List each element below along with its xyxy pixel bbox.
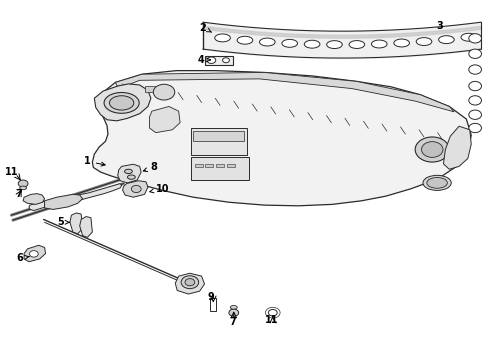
Circle shape bbox=[29, 251, 38, 257]
Circle shape bbox=[468, 65, 481, 74]
Polygon shape bbox=[24, 245, 45, 262]
Text: 5: 5 bbox=[57, 217, 69, 227]
Ellipse shape bbox=[109, 96, 134, 110]
Ellipse shape bbox=[393, 39, 408, 47]
Polygon shape bbox=[92, 71, 470, 206]
Text: 2: 2 bbox=[199, 23, 211, 33]
Bar bbox=[210, 298, 216, 311]
Text: 9: 9 bbox=[207, 292, 214, 302]
Text: 7: 7 bbox=[16, 189, 22, 199]
Circle shape bbox=[206, 57, 215, 63]
Bar bbox=[226, 164, 234, 167]
Circle shape bbox=[131, 185, 141, 193]
Ellipse shape bbox=[422, 175, 450, 190]
Text: 7: 7 bbox=[228, 317, 235, 327]
Ellipse shape bbox=[426, 177, 447, 188]
Circle shape bbox=[468, 123, 481, 133]
Text: 6: 6 bbox=[17, 253, 29, 263]
Circle shape bbox=[468, 81, 481, 91]
Bar bbox=[193, 131, 244, 140]
Bar bbox=[204, 55, 232, 65]
Text: 4: 4 bbox=[197, 55, 210, 65]
Bar bbox=[216, 164, 224, 167]
Ellipse shape bbox=[304, 40, 319, 48]
Circle shape bbox=[181, 276, 198, 289]
Polygon shape bbox=[443, 126, 470, 169]
Circle shape bbox=[184, 279, 194, 286]
Circle shape bbox=[414, 137, 448, 162]
Bar bbox=[190, 128, 246, 155]
Ellipse shape bbox=[104, 93, 139, 113]
Polygon shape bbox=[94, 84, 151, 121]
Ellipse shape bbox=[438, 36, 453, 44]
Circle shape bbox=[228, 309, 238, 316]
Ellipse shape bbox=[237, 36, 252, 44]
Bar bbox=[190, 157, 249, 180]
Text: 11: 11 bbox=[264, 315, 278, 325]
Circle shape bbox=[468, 34, 481, 43]
Text: 8: 8 bbox=[143, 162, 158, 172]
Text: 11: 11 bbox=[5, 167, 18, 177]
Polygon shape bbox=[80, 217, 92, 237]
Ellipse shape bbox=[20, 186, 26, 190]
Circle shape bbox=[468, 49, 481, 58]
Polygon shape bbox=[70, 213, 82, 234]
Text: 1: 1 bbox=[84, 156, 105, 166]
Ellipse shape bbox=[415, 37, 431, 45]
Circle shape bbox=[18, 180, 28, 187]
Circle shape bbox=[468, 96, 481, 105]
Text: 3: 3 bbox=[435, 21, 442, 31]
Ellipse shape bbox=[460, 33, 476, 41]
Circle shape bbox=[468, 110, 481, 120]
Circle shape bbox=[421, 141, 442, 157]
Ellipse shape bbox=[259, 38, 275, 46]
Ellipse shape bbox=[124, 169, 132, 174]
Polygon shape bbox=[23, 194, 44, 204]
Bar bbox=[205, 164, 213, 167]
Polygon shape bbox=[149, 107, 180, 133]
Bar bbox=[194, 164, 202, 167]
Polygon shape bbox=[122, 181, 148, 197]
Ellipse shape bbox=[326, 41, 342, 49]
Polygon shape bbox=[29, 184, 122, 211]
Ellipse shape bbox=[222, 58, 229, 63]
Text: 10: 10 bbox=[149, 184, 169, 194]
Polygon shape bbox=[115, 72, 453, 112]
Circle shape bbox=[153, 84, 174, 100]
Polygon shape bbox=[44, 194, 82, 210]
Bar bbox=[144, 86, 155, 93]
Polygon shape bbox=[175, 273, 204, 294]
Circle shape bbox=[268, 310, 277, 316]
Ellipse shape bbox=[230, 306, 237, 309]
Ellipse shape bbox=[282, 39, 297, 47]
Ellipse shape bbox=[127, 175, 135, 179]
Polygon shape bbox=[118, 164, 141, 183]
Ellipse shape bbox=[348, 41, 364, 49]
Ellipse shape bbox=[214, 34, 230, 42]
Ellipse shape bbox=[371, 40, 386, 48]
